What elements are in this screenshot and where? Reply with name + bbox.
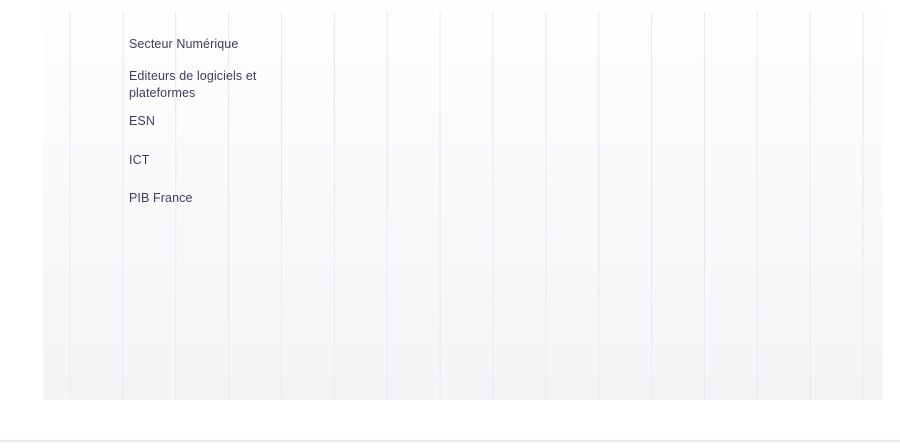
legend-label: PIB France — [129, 191, 193, 205]
legend-item-pib-france[interactable]: PIB France — [103, 190, 193, 207]
legend-label: ESN — [129, 114, 156, 128]
legend-item-ict[interactable]: ICT — [103, 152, 149, 169]
legend-label: Editeurs de logiciels et plateformes — [129, 69, 257, 100]
page-bottom-divider — [0, 440, 900, 442]
legend-label: ICT — [129, 153, 150, 167]
legend-item-editeurs[interactable]: Editeurs de logiciels et plateformes — [103, 68, 257, 101]
legend-item-esn[interactable]: ESN — [103, 113, 155, 130]
legend-label: Secteur Numérique — [129, 37, 239, 51]
plot-area — [43, 6, 883, 400]
chart-legend: Secteur Numérique Editeurs de logiciels … — [103, 0, 273, 220]
legend-item-secteur-numerique[interactable]: Secteur Numérique — [103, 36, 238, 53]
